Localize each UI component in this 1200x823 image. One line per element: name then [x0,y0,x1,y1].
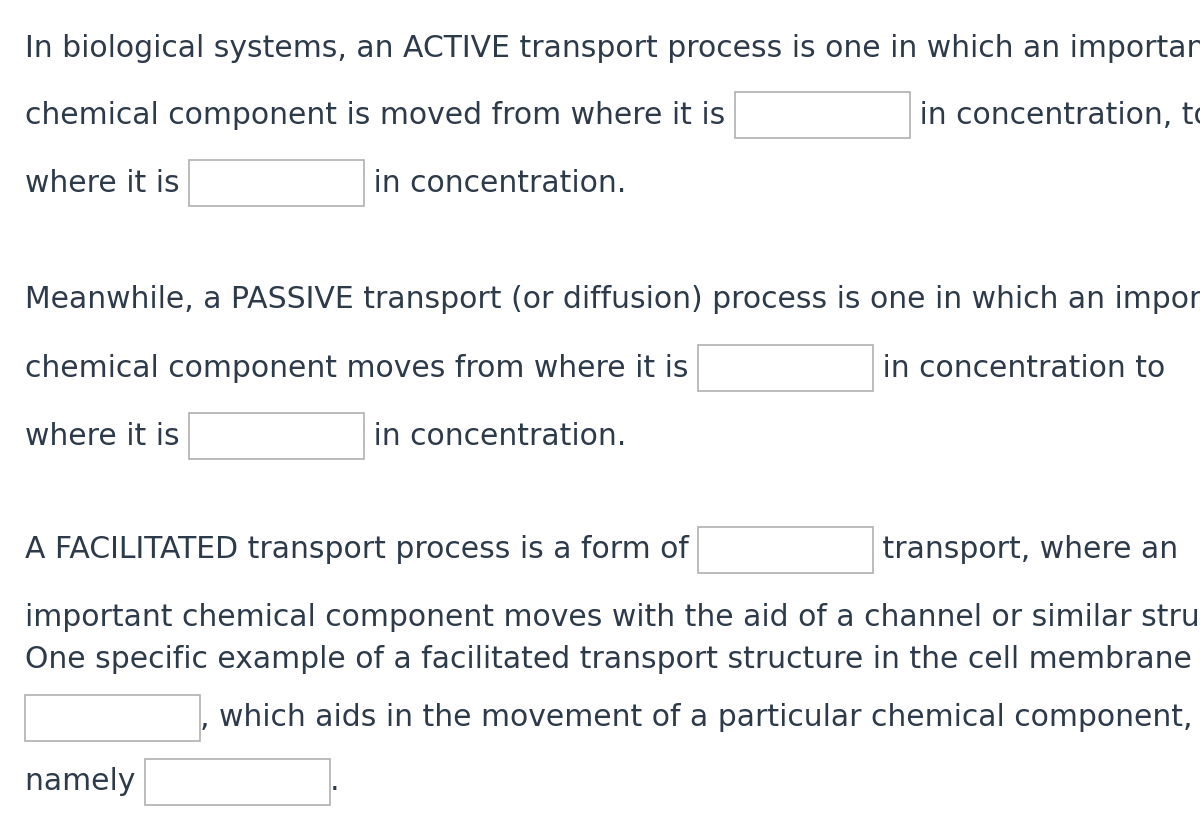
FancyBboxPatch shape [698,345,874,391]
Text: in concentration to: in concentration to [874,354,1165,383]
Text: chemical component moves from where it is: chemical component moves from where it i… [25,354,698,383]
FancyBboxPatch shape [145,759,330,805]
FancyBboxPatch shape [734,92,910,138]
Text: where it is: where it is [25,421,190,450]
Text: where it is: where it is [25,169,190,198]
Text: in concentration, to: in concentration, to [910,100,1200,129]
Text: .: . [330,768,340,797]
Text: chemical component is moved from where it is: chemical component is moved from where i… [25,100,734,129]
Text: transport, where an: transport, where an [874,536,1178,565]
Text: in concentration.: in concentration. [364,169,626,198]
Text: A FACILITATED transport process is a form of: A FACILITATED transport process is a for… [25,536,698,565]
FancyBboxPatch shape [190,413,364,459]
Text: important chemical component moves with the aid of a channel or similar structur: important chemical component moves with … [25,602,1200,631]
FancyBboxPatch shape [698,527,874,573]
FancyBboxPatch shape [190,160,364,206]
Text: One specific example of a facilitated transport structure in the cell membrane i: One specific example of a facilitated tr… [25,645,1200,675]
Text: in concentration.: in concentration. [364,421,626,450]
FancyBboxPatch shape [25,695,200,741]
Text: Meanwhile, a PASSIVE transport (or diffusion) process is one in which an importa: Meanwhile, a PASSIVE transport (or diffu… [25,286,1200,314]
Text: , which aids in the movement of a particular chemical component,: , which aids in the movement of a partic… [200,704,1193,732]
Text: In biological systems, an ACTIVE transport process is one in which an important: In biological systems, an ACTIVE transpo… [25,34,1200,63]
Text: namely: namely [25,768,145,797]
